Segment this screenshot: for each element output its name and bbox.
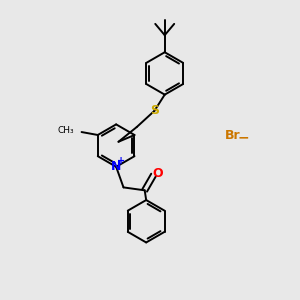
Text: O: O bbox=[153, 167, 163, 180]
Text: Br: Br bbox=[225, 129, 240, 142]
Text: +: + bbox=[117, 157, 125, 166]
Text: CH₃: CH₃ bbox=[58, 126, 74, 135]
Text: −: − bbox=[238, 130, 249, 145]
Text: S: S bbox=[150, 104, 159, 117]
Text: N: N bbox=[111, 160, 121, 173]
